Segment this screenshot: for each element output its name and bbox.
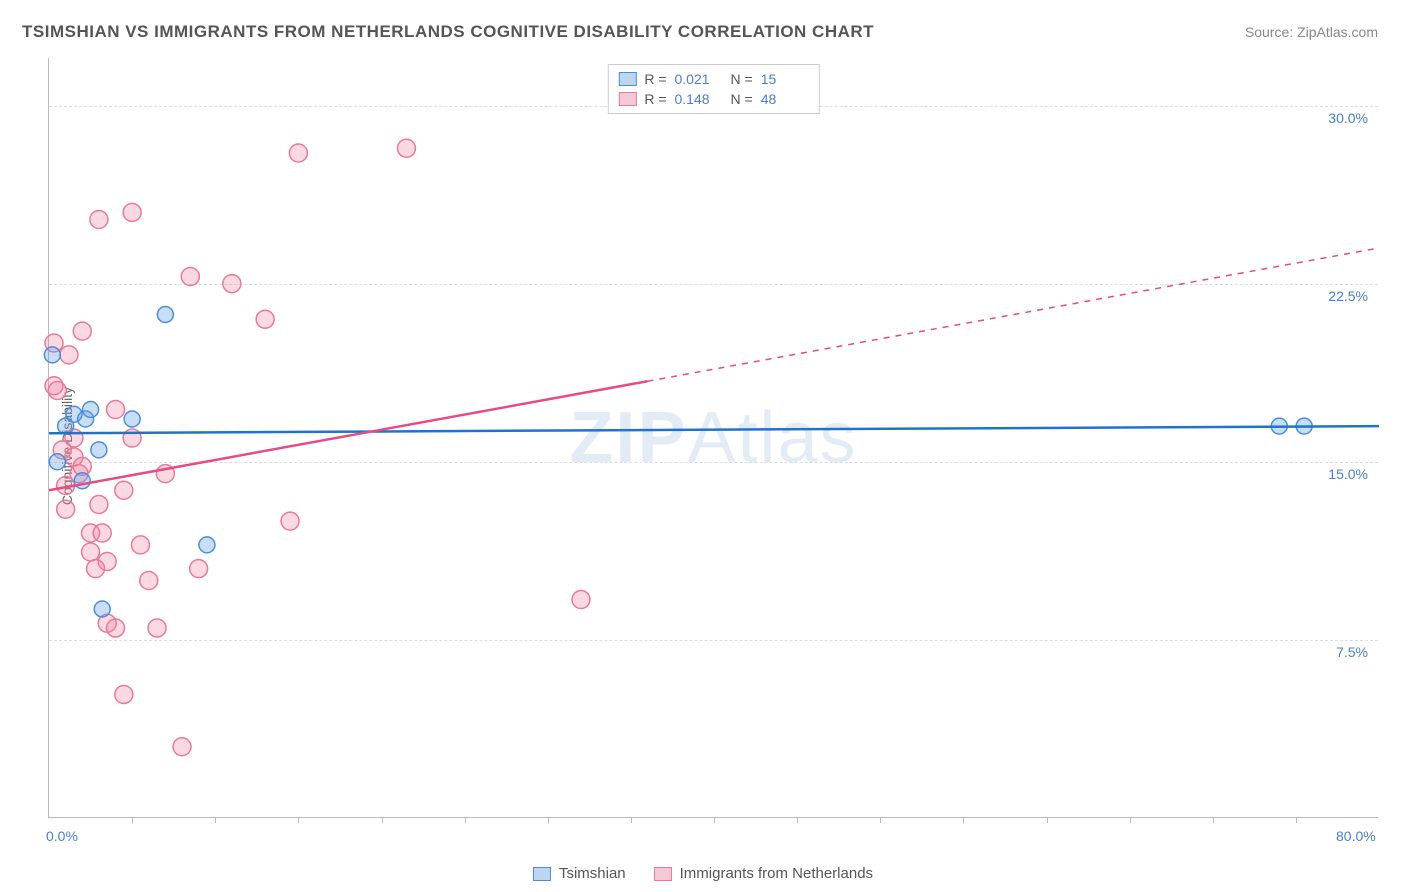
data-point	[49, 454, 65, 470]
data-point	[60, 346, 78, 364]
data-point	[572, 591, 590, 609]
n-label: N =	[731, 91, 753, 107]
source-attribution: Source: ZipAtlas.com	[1245, 24, 1378, 40]
x-tick-mark	[631, 817, 632, 823]
data-point	[223, 275, 241, 293]
data-point	[173, 738, 191, 756]
r-label: R =	[644, 71, 666, 87]
data-point	[181, 268, 199, 286]
data-point	[93, 524, 111, 542]
r-value-2: 0.148	[675, 91, 723, 107]
data-point	[397, 139, 415, 157]
data-point	[107, 619, 125, 637]
trend-line-dashed	[648, 248, 1380, 381]
x-tick-mark	[963, 817, 964, 823]
data-point	[94, 601, 110, 617]
data-point	[148, 619, 166, 637]
data-point	[107, 401, 125, 419]
legend-series: Tsimshian Immigrants from Netherlands	[533, 865, 873, 882]
x-tick-mark	[465, 817, 466, 823]
data-point	[123, 203, 141, 221]
data-point	[83, 402, 99, 418]
chart-title: TSIMSHIAN VS IMMIGRANTS FROM NETHERLANDS…	[22, 22, 874, 42]
x-tick-mark	[548, 817, 549, 823]
legend-swatch-bottom-2	[654, 867, 672, 881]
x-tick-mark	[382, 817, 383, 823]
data-point	[73, 322, 91, 340]
legend-swatch-1	[618, 72, 636, 86]
legend-stats: R = 0.021 N = 15 R = 0.148 N = 48	[607, 64, 819, 114]
data-point	[91, 442, 107, 458]
legend-stats-row-1: R = 0.021 N = 15	[618, 69, 808, 89]
plot-area: ZIPAtlas 7.5%15.0%22.5%30.0% R = 0.021 N…	[48, 58, 1378, 818]
x-tick-label: 0.0%	[46, 828, 78, 844]
n-value-2: 48	[761, 91, 809, 107]
legend-item-2: Immigrants from Netherlands	[654, 865, 873, 882]
data-point	[190, 560, 208, 578]
legend-item-1: Tsimshian	[533, 865, 626, 882]
data-point	[90, 211, 108, 229]
r-value-1: 0.021	[675, 71, 723, 87]
n-label: N =	[731, 71, 753, 87]
data-point	[44, 347, 60, 363]
n-value-1: 15	[761, 71, 809, 87]
legend-stats-row-2: R = 0.148 N = 48	[618, 89, 808, 109]
data-point	[289, 144, 307, 162]
data-point	[115, 481, 133, 499]
data-point	[82, 543, 100, 561]
data-point	[115, 686, 133, 704]
data-point	[98, 553, 116, 571]
legend-label-1: Tsimshian	[559, 865, 626, 882]
data-point	[90, 496, 108, 514]
data-point	[57, 500, 75, 518]
x-tick-mark	[1296, 817, 1297, 823]
data-point	[256, 310, 274, 328]
x-tick-mark	[1213, 817, 1214, 823]
chart-container: TSIMSHIAN VS IMMIGRANTS FROM NETHERLANDS…	[0, 0, 1406, 892]
data-point	[140, 572, 158, 590]
x-tick-mark	[132, 817, 133, 823]
x-tick-mark	[880, 817, 881, 823]
data-point	[199, 537, 215, 553]
trend-line	[49, 426, 1379, 433]
legend-label-2: Immigrants from Netherlands	[680, 865, 873, 882]
x-tick-mark	[1047, 817, 1048, 823]
plot-svg	[49, 58, 1378, 817]
data-point	[131, 536, 149, 554]
x-tick-mark	[298, 817, 299, 823]
data-point	[281, 512, 299, 530]
r-label: R =	[644, 91, 666, 107]
x-tick-mark	[1130, 817, 1131, 823]
x-tick-mark	[797, 817, 798, 823]
data-point	[48, 382, 66, 400]
x-tick-label: 80.0%	[1336, 828, 1376, 844]
data-point	[157, 307, 173, 323]
legend-swatch-2	[618, 92, 636, 106]
legend-swatch-bottom-1	[533, 867, 551, 881]
data-point	[124, 411, 140, 427]
x-tick-mark	[215, 817, 216, 823]
x-tick-mark	[714, 817, 715, 823]
